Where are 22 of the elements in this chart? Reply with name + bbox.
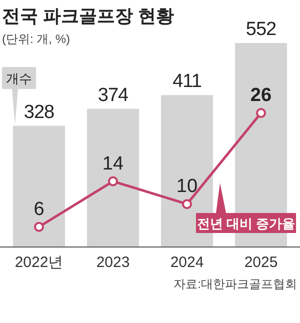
data-label: 328 <box>24 102 54 123</box>
text: 자료:대한파크골프협회 <box>174 277 297 291</box>
point <box>34 222 44 232</box>
x-tick-label: 2025 <box>244 254 278 271</box>
x-tick-label: 2024 <box>170 254 204 271</box>
data-label: 14 <box>102 153 124 174</box>
text: 개수 <box>6 71 32 86</box>
point <box>182 199 192 210</box>
data-label: 6 <box>34 198 44 220</box>
data-label: 26 <box>250 85 272 106</box>
series-label: 전년 대비 증가율 <box>196 216 296 231</box>
bar <box>87 108 139 247</box>
point <box>108 176 118 186</box>
data-label: 411 <box>172 71 202 92</box>
data-label: 374 <box>98 84 130 106</box>
x-tick-label: 2023 <box>96 254 130 271</box>
chart-subtitle: (단위: 개, %) <box>2 32 70 46</box>
data-label: 552 <box>246 19 276 40</box>
chart-title: 전국 파크골프장 현황 <box>2 6 174 26</box>
data-label: 10 <box>176 176 198 198</box>
point <box>256 108 266 118</box>
x-tick-label: 2022년 <box>14 254 64 271</box>
